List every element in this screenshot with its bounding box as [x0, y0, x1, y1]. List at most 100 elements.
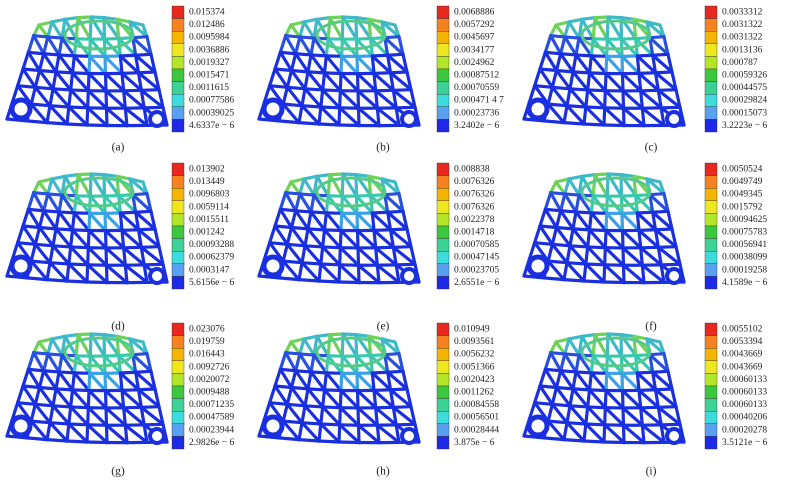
legend-swatch: [704, 200, 718, 214]
legend-label: 0.0057292: [454, 20, 495, 30]
legend-swatch: [436, 31, 450, 45]
legend-label: 5.6156e − 6: [189, 278, 234, 288]
panel: 0.023076 0.019759 0.016443 0.0092726 0.00200…: [7, 322, 234, 478]
legend-swatch: [436, 238, 450, 252]
legend-label: 0.0022378: [454, 215, 495, 225]
legend-swatch: [436, 411, 450, 425]
lattice-image: [524, 334, 684, 443]
legend-label: 0.00093288: [189, 240, 234, 250]
legend-label: 0.0020072: [189, 375, 230, 385]
legend-swatch: [704, 93, 718, 107]
legend-label: 0.0033312: [722, 7, 763, 17]
legend-swatch: [171, 238, 185, 252]
legend-label: 0.016443: [189, 350, 225, 360]
legend-label: 3.875e − 6: [454, 438, 495, 448]
legend-label: 0.015374: [189, 7, 225, 17]
legend-swatch: [704, 162, 718, 176]
legend-swatch: [436, 225, 450, 239]
legend-swatch: [704, 43, 718, 57]
panel-label: (g): [111, 466, 125, 478]
legend-label: 0.0076326: [454, 202, 495, 212]
legend-swatch: [704, 385, 718, 399]
legend-swatch: [704, 238, 718, 252]
legend-label: 3.2223e − 6: [722, 121, 767, 131]
legend-swatch: [171, 322, 185, 336]
legend-label: 2.9826e − 6: [189, 438, 234, 448]
legend-label: 0.0014718: [454, 227, 495, 237]
legend-swatch: [704, 360, 718, 374]
panel: 0.0033312 0.0031322 0.0031322 0.0013136 0.00…: [524, 5, 767, 154]
legend-swatch: [436, 423, 450, 437]
legend-swatch: [704, 175, 718, 189]
legend-label: 0.00029824: [722, 96, 767, 106]
legend-label: 0.0043669: [722, 350, 763, 360]
legend-swatch: [436, 93, 450, 107]
legend-label: 0.00044575: [722, 83, 767, 93]
lattice-image: [524, 17, 684, 126]
legend-label: 0.0011262: [454, 387, 494, 397]
legend-label: 0.0056232: [454, 350, 495, 360]
legend-swatch: [704, 335, 718, 349]
panel-label: (f): [645, 321, 657, 333]
legend-label: 0.0009488: [189, 387, 230, 397]
legend-label: 0.0036886: [189, 45, 230, 55]
legend-swatch: [436, 373, 450, 387]
legend-swatch: [704, 187, 718, 201]
legend-swatch: [704, 56, 718, 70]
legend-label: 0.00038099: [722, 253, 767, 263]
lattice-image: [259, 174, 419, 283]
legend-swatch: [436, 276, 450, 290]
lattice-image: [7, 334, 167, 443]
legend-label: 0.0049345: [722, 190, 763, 200]
legend-swatch: [171, 373, 185, 387]
legend-swatch: [704, 31, 718, 45]
legend-swatch: [171, 5, 185, 19]
legend-label: 0.00070559: [454, 83, 499, 93]
legend-swatch: [171, 335, 185, 349]
legend-swatch: [704, 81, 718, 95]
legend-swatch: [704, 119, 718, 133]
panel-label: (c): [645, 142, 658, 154]
legend-swatch: [704, 250, 718, 264]
panel: 0.015374 0.012486 0.0095984 0.0036886 0.0019…: [7, 5, 234, 154]
legend-label: 2.6551e − 6: [454, 278, 499, 288]
legend-label: 0.023076: [189, 324, 225, 334]
panel-label: (a): [112, 142, 125, 154]
legend-swatch: [171, 276, 185, 290]
legend-swatch: [704, 398, 718, 412]
legend-label: 0.00023736: [454, 108, 499, 118]
lattice-image: [259, 334, 419, 443]
legend-swatch: [436, 360, 450, 374]
panel-label: (d): [111, 321, 125, 333]
legend-label: 0.0020423: [454, 375, 495, 385]
panel-label: (i): [646, 466, 657, 478]
legend-swatch: [171, 200, 185, 214]
legend-swatch: [171, 81, 185, 95]
lattice-image: [524, 174, 684, 283]
legend-label: 4.6337e − 6: [189, 121, 234, 131]
legend-label: 0.00060133: [722, 375, 767, 385]
legend-label: 0.0053394: [722, 337, 763, 347]
legend-swatch: [171, 348, 185, 362]
legend-label: 0.0034177: [454, 45, 495, 55]
legend-swatch: [436, 119, 450, 133]
lattice-image: [259, 17, 419, 126]
legend-label: 0.0096803: [189, 190, 230, 200]
legend-label: 0.0059114: [189, 202, 229, 212]
legend-swatch: [704, 322, 718, 336]
legend-label: 0.008838: [454, 164, 490, 174]
legend-label: 0.001242: [189, 227, 225, 237]
legend-label: 0.00094625: [722, 215, 767, 225]
panel: 0.010949 0.0093561 0.0056232 0.0051366 0.002…: [259, 322, 499, 478]
legend-label: 0.010949: [454, 324, 490, 334]
legend-label: 0.00019258: [722, 265, 767, 275]
legend-label: 0.0013136: [722, 45, 763, 55]
legend-swatch: [436, 175, 450, 189]
legend-swatch: [171, 119, 185, 133]
panel: 0.0055102 0.0053394 0.0043669 0.0043669 0.00…: [524, 322, 767, 478]
legend-label: 0.019759: [189, 337, 225, 347]
legend-label: 0.0015511: [189, 215, 229, 225]
legend-label: 0.00077586: [189, 96, 234, 106]
legend-swatch: [171, 398, 185, 412]
